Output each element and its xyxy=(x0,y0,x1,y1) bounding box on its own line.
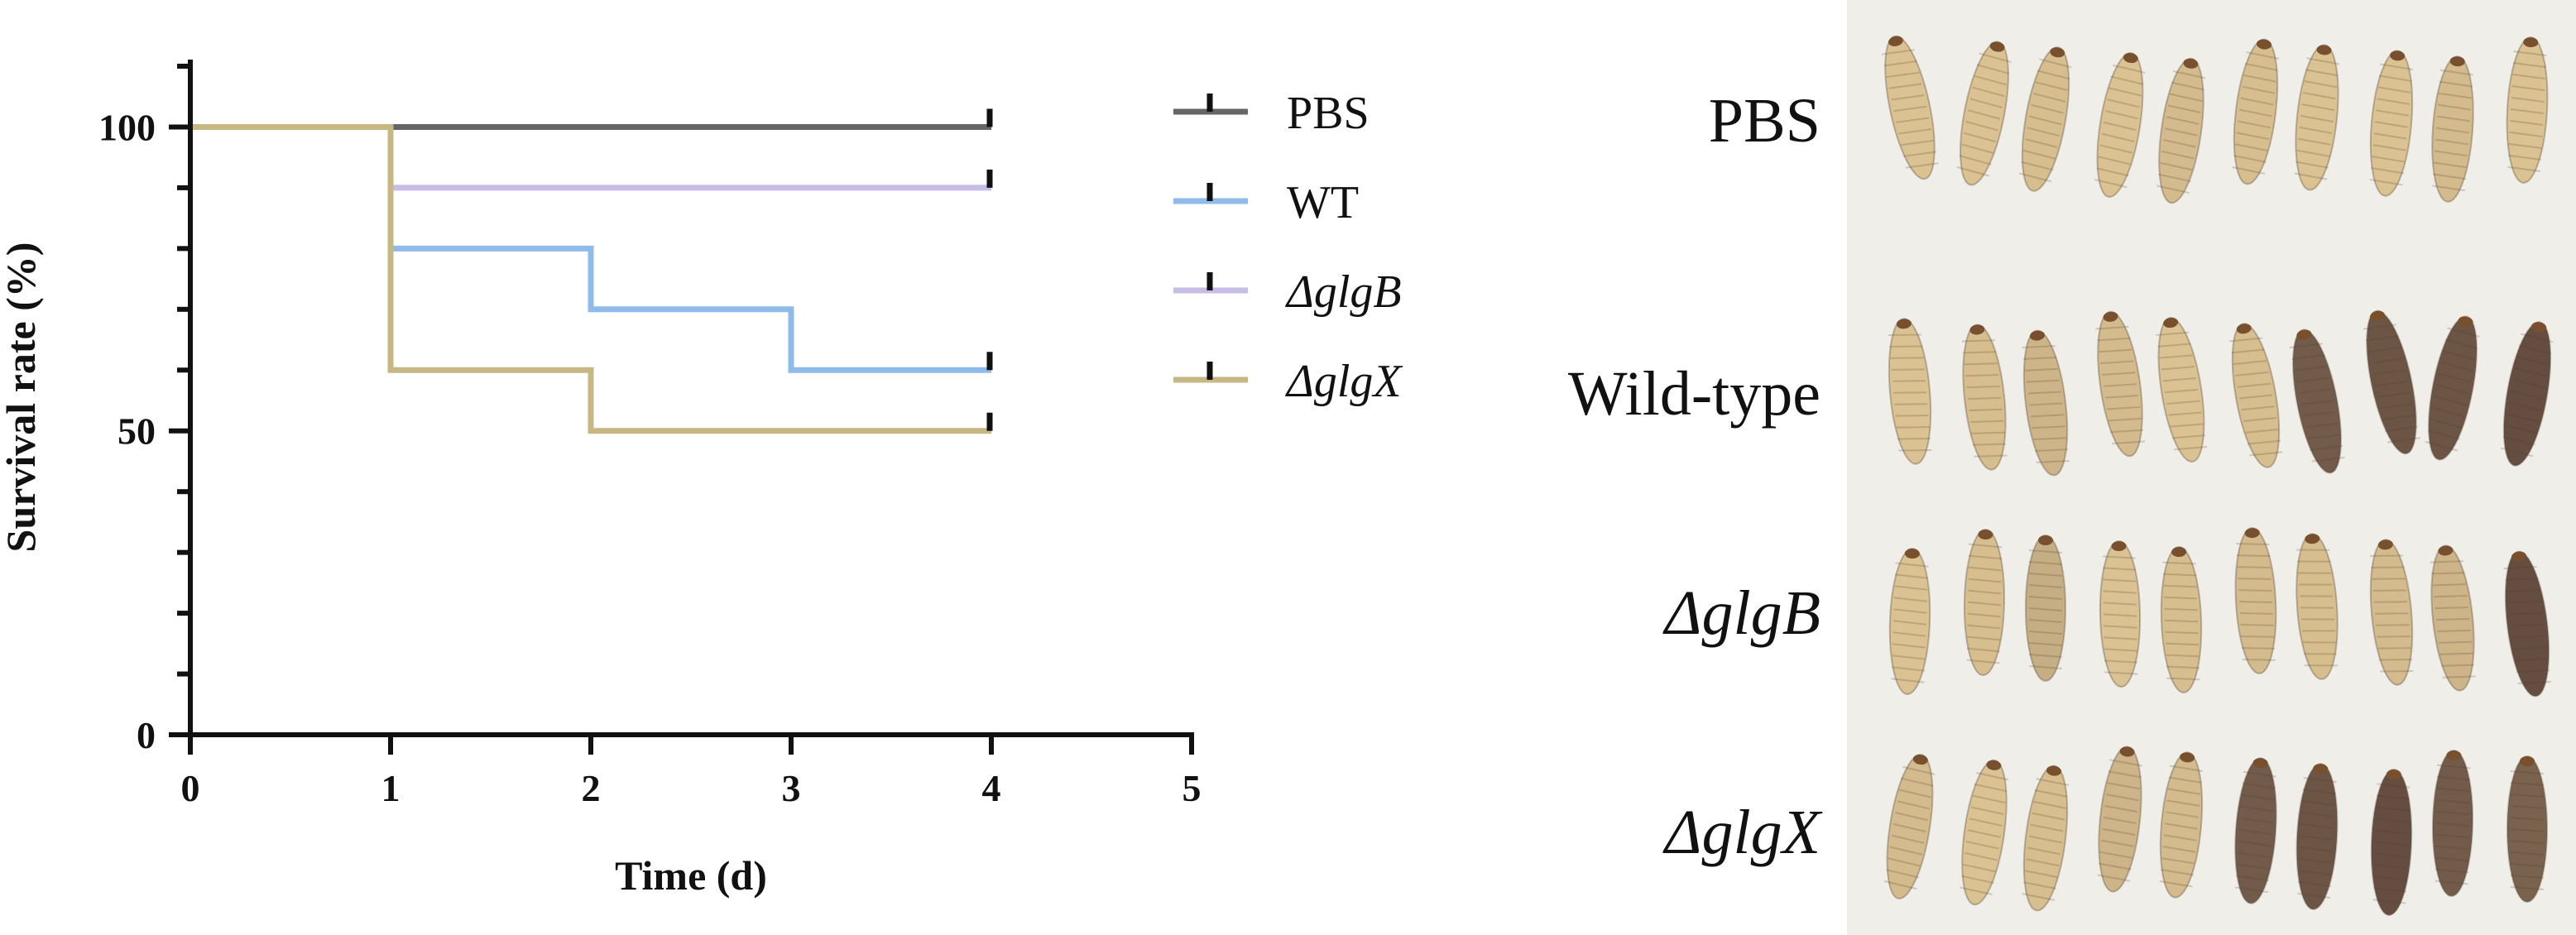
larva xyxy=(1960,759,2009,906)
larva xyxy=(2503,550,2551,698)
series-layer xyxy=(190,108,993,434)
larva xyxy=(2022,329,2070,477)
legend-label: WT xyxy=(1287,177,1359,228)
larva xyxy=(2370,769,2413,916)
larva xyxy=(2099,540,2142,688)
larva xyxy=(2232,38,2280,185)
photo-row-label-2: Wild-type xyxy=(1568,359,1820,429)
larva xyxy=(2159,751,2204,899)
larva xyxy=(2506,755,2548,903)
larva xyxy=(1884,754,1936,899)
larva xyxy=(2025,535,2066,682)
larva xyxy=(2022,765,2070,912)
legend-item-1: PBS xyxy=(1173,88,1370,139)
larva xyxy=(2369,50,2414,197)
larva xyxy=(2294,44,2340,191)
survival-plot: 0 50 100 0 1 2 3 4 5 Time (d) Survival rate (%) xyxy=(0,60,1202,899)
x-tick-label: 3 xyxy=(782,767,801,809)
larva xyxy=(1963,529,2006,676)
series-line-4 xyxy=(190,124,991,434)
x-axis-title: Time (d) xyxy=(615,852,767,899)
series-line-2 xyxy=(190,124,991,373)
legend: PBS WT ΔglgB ΔglgX xyxy=(1173,88,1403,407)
larva xyxy=(1881,35,1939,180)
legend-label: ΔglgX xyxy=(1285,356,1403,407)
larva xyxy=(2295,533,2339,680)
x-tick-label: 4 xyxy=(982,767,1001,809)
legend-label: ΔglgB xyxy=(1285,266,1402,318)
row-labels: PBS Wild-type ΔglgB ΔglgX xyxy=(1568,86,1823,867)
larva xyxy=(2160,546,2203,693)
x-tick-label: 2 xyxy=(582,767,601,809)
legend-item-4: ΔglgX xyxy=(1173,356,1403,407)
larva xyxy=(1888,548,1931,695)
legend-label: PBS xyxy=(1287,88,1370,139)
larva xyxy=(2097,746,2143,893)
larva xyxy=(1961,324,2008,471)
larva xyxy=(1888,318,1932,465)
larva xyxy=(2095,310,2146,458)
larva xyxy=(2156,57,2206,204)
photo-row-label-3: ΔglgB xyxy=(1662,578,1820,648)
y-tick-label: 0 xyxy=(137,714,156,756)
x-tick-label: 0 xyxy=(181,767,200,809)
larva xyxy=(2295,763,2339,910)
photo-row-label-4: ΔglgX xyxy=(1662,798,1823,867)
larva xyxy=(2156,317,2208,463)
y-tick-label: 50 xyxy=(118,410,156,453)
y-axis-title: Survival rate (%) xyxy=(0,242,44,553)
larva xyxy=(2425,315,2480,461)
x-tick-label: 5 xyxy=(1182,767,1202,809)
series-line-3 xyxy=(190,124,991,191)
larva xyxy=(2229,323,2283,468)
larva xyxy=(2018,46,2072,192)
larva xyxy=(2363,309,2420,455)
larva xyxy=(2369,539,2414,686)
photo-row-label-1: PBS xyxy=(1709,86,1820,156)
larva xyxy=(2506,36,2549,184)
legend-item-3: ΔglgB xyxy=(1173,266,1402,318)
x-tick-label: 1 xyxy=(381,767,401,809)
larvae-photo xyxy=(1847,0,2576,935)
larva xyxy=(2430,544,2476,692)
legend-item-2: WT xyxy=(1173,177,1359,228)
axes-layer: 0 50 100 0 1 2 3 4 5 xyxy=(98,60,1202,809)
larva xyxy=(2094,52,2146,198)
larva xyxy=(2234,757,2277,904)
larva xyxy=(2500,321,2554,467)
y-tick-label: 100 xyxy=(98,106,156,148)
larva xyxy=(1956,41,2012,186)
larva xyxy=(2431,55,2474,203)
larva xyxy=(2234,527,2277,674)
larva xyxy=(2289,328,2345,474)
larva xyxy=(2431,750,2474,897)
larvae-layer xyxy=(1881,35,2554,916)
